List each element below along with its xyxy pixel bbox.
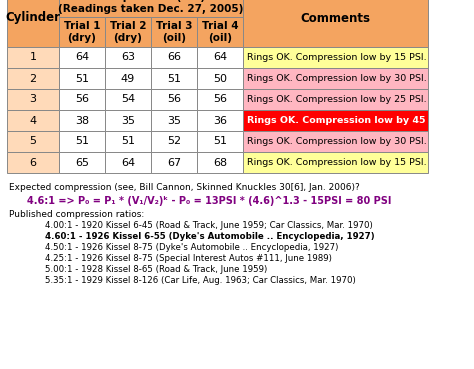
Text: 4.25:1 - 1926 Kissel 8-75 (Special Interest Autos #111, June 1989): 4.25:1 - 1926 Kissel 8-75 (Special Inter…	[45, 254, 332, 263]
Text: 56: 56	[213, 94, 227, 104]
Text: 5.00:1 - 1928 Kissel 8-65 (Road & Track, June 1959): 5.00:1 - 1928 Kissel 8-65 (Road & Track,…	[45, 265, 267, 274]
FancyBboxPatch shape	[151, 47, 197, 68]
FancyBboxPatch shape	[7, 68, 59, 89]
FancyBboxPatch shape	[105, 68, 151, 89]
Text: 4.60:1 - 1926 Kissel 6-55 (Dyke's Automobile .. Encyclopedia, 1927): 4.60:1 - 1926 Kissel 6-55 (Dyke's Automo…	[45, 232, 374, 241]
Text: 4.6:1 => P₀ = P₁ * (V₁/V₂)ᵏ - P₀ = 13PSI * (4.6)^1.3 - 15PSI = 80 PSI: 4.6:1 => P₀ = P₁ * (V₁/V₂)ᵏ - P₀ = 13PSI…	[27, 196, 392, 206]
Text: 51: 51	[167, 73, 181, 83]
Text: 64: 64	[75, 52, 89, 62]
Text: 68: 68	[213, 158, 227, 168]
FancyBboxPatch shape	[59, 47, 105, 68]
FancyBboxPatch shape	[243, 0, 428, 47]
Text: Cylinder: Cylinder	[6, 11, 61, 24]
FancyBboxPatch shape	[151, 17, 197, 47]
Text: 51: 51	[121, 137, 135, 146]
Text: 54: 54	[121, 94, 135, 104]
FancyBboxPatch shape	[243, 47, 428, 68]
FancyBboxPatch shape	[105, 152, 151, 173]
Text: 4.50:1 - 1926 Kissel 8-75 (Dyke's Automobile .. Encyclopedia, 1927): 4.50:1 - 1926 Kissel 8-75 (Dyke's Automo…	[45, 243, 338, 252]
FancyBboxPatch shape	[7, 131, 59, 152]
Text: Trial 3
(oil): Trial 3 (oil)	[156, 21, 192, 43]
Text: 35: 35	[121, 115, 135, 125]
Text: 6: 6	[29, 158, 36, 168]
Text: 51: 51	[75, 73, 89, 83]
Text: Trial 1
(dry): Trial 1 (dry)	[64, 21, 100, 43]
FancyBboxPatch shape	[59, 17, 105, 47]
FancyBboxPatch shape	[59, 0, 243, 17]
Text: 4: 4	[29, 115, 36, 125]
Text: 49: 49	[121, 73, 135, 83]
FancyBboxPatch shape	[197, 152, 243, 173]
Text: 56: 56	[167, 94, 181, 104]
Text: Published compression ratios:: Published compression ratios:	[9, 210, 144, 219]
Text: Rings OK. Compression low by 30 PSI.: Rings OK. Compression low by 30 PSI.	[247, 137, 427, 146]
FancyBboxPatch shape	[151, 131, 197, 152]
FancyBboxPatch shape	[151, 68, 197, 89]
Text: Rings OK. Compression low by 15 PSI.: Rings OK. Compression low by 15 PSI.	[247, 158, 427, 167]
FancyBboxPatch shape	[59, 89, 105, 110]
FancyBboxPatch shape	[243, 131, 428, 152]
Text: 56: 56	[75, 94, 89, 104]
FancyBboxPatch shape	[105, 89, 151, 110]
FancyBboxPatch shape	[197, 89, 243, 110]
FancyBboxPatch shape	[7, 152, 59, 173]
Text: 67: 67	[167, 158, 181, 168]
Text: 64: 64	[213, 52, 227, 62]
FancyBboxPatch shape	[59, 152, 105, 173]
Text: Rings OK. Compression low by 45 PSI!: Rings OK. Compression low by 45 PSI!	[247, 116, 450, 125]
FancyBboxPatch shape	[151, 152, 197, 173]
FancyBboxPatch shape	[59, 131, 105, 152]
Text: Expected compression (see, Bill Cannon, Skinned Knuckles 30[6], Jan. 2006)?: Expected compression (see, Bill Cannon, …	[9, 183, 360, 192]
FancyBboxPatch shape	[151, 89, 197, 110]
Text: Compression (PSI)
(Readings taken Dec. 27, 2005): Compression (PSI) (Readings taken Dec. 2…	[58, 0, 244, 14]
FancyBboxPatch shape	[197, 47, 243, 68]
FancyBboxPatch shape	[7, 110, 59, 131]
FancyBboxPatch shape	[197, 110, 243, 131]
FancyBboxPatch shape	[243, 110, 428, 131]
Text: Rings OK. Compression low by 15 PSI.: Rings OK. Compression low by 15 PSI.	[247, 53, 427, 62]
Text: Trial 4
(oil): Trial 4 (oil)	[202, 21, 238, 43]
Text: Rings OK. Compression low by 25 PSI.: Rings OK. Compression low by 25 PSI.	[247, 95, 427, 104]
FancyBboxPatch shape	[7, 89, 59, 110]
FancyBboxPatch shape	[197, 68, 243, 89]
Text: 4.00:1 - 1920 Kissel 6-45 (Road & Track, June 1959; Car Classics, Mar. 1970): 4.00:1 - 1920 Kissel 6-45 (Road & Track,…	[45, 221, 373, 230]
Text: 36: 36	[213, 115, 227, 125]
Text: 5.35:1 - 1929 Kissel 8-126 (Car Life, Aug. 1963; Car Classics, Mar. 1970): 5.35:1 - 1929 Kissel 8-126 (Car Life, Au…	[45, 276, 356, 285]
FancyBboxPatch shape	[151, 110, 197, 131]
Text: 3: 3	[29, 94, 36, 104]
Text: 52: 52	[167, 137, 181, 146]
Text: Trial 2
(dry): Trial 2 (dry)	[110, 21, 146, 43]
FancyBboxPatch shape	[197, 131, 243, 152]
FancyBboxPatch shape	[105, 47, 151, 68]
FancyBboxPatch shape	[243, 89, 428, 110]
Text: 51: 51	[75, 137, 89, 146]
Text: Comments: Comments	[301, 11, 371, 24]
Text: 64: 64	[121, 158, 135, 168]
FancyBboxPatch shape	[59, 68, 105, 89]
Text: 1: 1	[29, 52, 36, 62]
FancyBboxPatch shape	[243, 68, 428, 89]
FancyBboxPatch shape	[105, 131, 151, 152]
FancyBboxPatch shape	[197, 17, 243, 47]
Text: 38: 38	[75, 115, 89, 125]
FancyBboxPatch shape	[7, 47, 59, 68]
FancyBboxPatch shape	[59, 110, 105, 131]
FancyBboxPatch shape	[105, 17, 151, 47]
Text: 2: 2	[29, 73, 36, 83]
Text: 65: 65	[75, 158, 89, 168]
Text: 35: 35	[167, 115, 181, 125]
Text: 66: 66	[167, 52, 181, 62]
FancyBboxPatch shape	[243, 152, 428, 173]
FancyBboxPatch shape	[7, 0, 59, 47]
Text: 50: 50	[213, 73, 227, 83]
Text: Rings OK. Compression low by 30 PSI.: Rings OK. Compression low by 30 PSI.	[247, 74, 427, 83]
Text: 5: 5	[29, 137, 36, 146]
Text: 51: 51	[213, 137, 227, 146]
Text: 63: 63	[121, 52, 135, 62]
FancyBboxPatch shape	[105, 110, 151, 131]
